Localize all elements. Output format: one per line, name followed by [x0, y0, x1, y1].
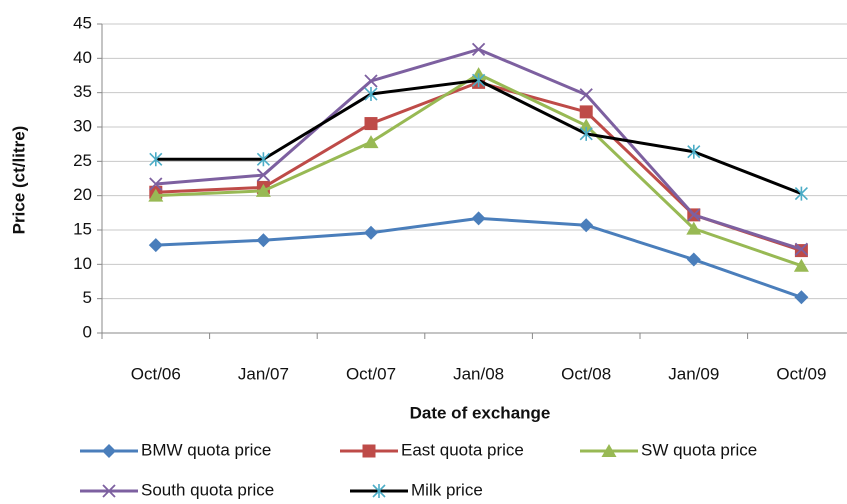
marker [579, 218, 594, 233]
marker [686, 252, 701, 267]
legend-item: East quota price [340, 440, 524, 459]
legend-label: South quota price [141, 480, 274, 499]
y-tick-label: 30 [73, 116, 92, 135]
x-tick-label: Oct/07 [346, 364, 396, 383]
series-line [155, 72, 802, 268]
series-line [155, 80, 802, 253]
x-axis-title: Date of exchange [410, 403, 551, 422]
marker [601, 444, 617, 457]
marker [687, 208, 701, 222]
marker [148, 188, 164, 202]
x-tick-label: Jan/08 [453, 364, 504, 383]
marker [102, 444, 116, 458]
marker [363, 135, 379, 149]
legend-item: BMW quota price [80, 440, 271, 459]
y-tick-label: 35 [73, 82, 92, 101]
y-tick-label: 10 [73, 254, 92, 273]
marker [149, 177, 163, 191]
marker [794, 244, 808, 258]
marker [579, 105, 593, 119]
x-tick-label: Jan/09 [668, 364, 719, 383]
marker [364, 117, 378, 131]
legend-item: Milk price [350, 480, 483, 499]
y-tick-label: 40 [73, 48, 92, 67]
legend-label: East quota price [401, 440, 524, 459]
marker [579, 88, 593, 102]
x-tick-label: Oct/06 [131, 364, 181, 383]
x-tick-label: Oct/08 [561, 364, 611, 383]
x-tick-label: Jan/07 [238, 364, 289, 383]
legend-label: BMW quota price [141, 440, 271, 459]
marker [372, 484, 386, 498]
y-axis-title: Price (ct/litre) [9, 126, 28, 235]
y-tick-label: 15 [73, 219, 92, 238]
marker [102, 484, 116, 498]
y-tick-label: 20 [73, 185, 92, 204]
marker [148, 238, 163, 253]
y-tick-label: 25 [73, 151, 92, 170]
marker [471, 42, 486, 57]
marker [579, 126, 593, 141]
marker [472, 73, 486, 88]
y-tick-label: 45 [73, 13, 92, 32]
y-tick-label: 0 [83, 322, 92, 341]
marker [255, 183, 271, 197]
marker [256, 168, 271, 182]
marker [687, 144, 701, 159]
marker [794, 290, 809, 305]
marker [471, 211, 486, 226]
legend-label: Milk price [411, 480, 483, 499]
marker [793, 258, 809, 272]
marker [364, 74, 378, 88]
marker [686, 221, 702, 235]
marker [364, 87, 378, 102]
legend-item: SW quota price [580, 440, 757, 459]
marker [794, 242, 809, 256]
legend-item: South quota price [80, 480, 274, 499]
marker [794, 186, 808, 201]
x-tick-label: Oct/09 [776, 364, 826, 383]
marker [149, 152, 163, 167]
legend-label: SW quota price [641, 440, 757, 459]
y-tick-label: 5 [83, 288, 92, 307]
marker [362, 444, 376, 458]
marker [256, 233, 271, 248]
marker [578, 118, 594, 132]
marker [256, 152, 270, 167]
marker [364, 225, 378, 240]
